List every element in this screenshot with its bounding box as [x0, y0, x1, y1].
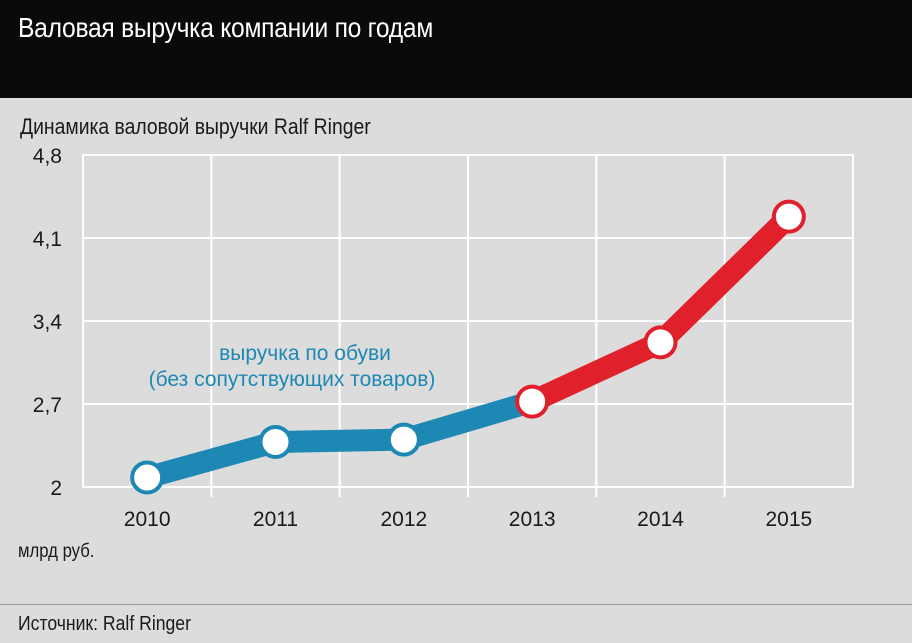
series-line-segment	[521, 331, 672, 413]
data-point	[130, 460, 165, 495]
series-line-segment	[136, 430, 287, 489]
data-point	[643, 325, 678, 360]
annotation-line-2: (без сопутствующих товаров)	[149, 368, 436, 391]
x-tick-label: 2013	[509, 508, 556, 531]
series-line-segment	[392, 390, 544, 451]
annotation-line-1: выручка по обуви	[219, 342, 391, 365]
source-note: Источник: Ralf Ringer	[18, 613, 191, 635]
x-tick-label: 2014	[637, 508, 684, 531]
chart-title: Динамика валовой выручки Ralf Ringer	[20, 114, 371, 139]
y-tick-label: 4,1	[33, 228, 62, 251]
header-bar: Валовая выручка компании по годам	[0, 0, 912, 98]
y-tick-label: 4,8	[33, 145, 62, 168]
x-tick-label: 2010	[124, 508, 171, 531]
y-tick-label: 2	[50, 477, 62, 500]
y-axis-unit: млрд руб.	[18, 541, 95, 562]
x-tick-label: 2012	[380, 508, 427, 531]
footer-divider	[0, 604, 912, 605]
y-tick-label: 3,4	[33, 311, 63, 334]
series-line-segment	[649, 205, 800, 354]
x-tick-label: 2015	[765, 508, 812, 531]
series-line-segment	[264, 428, 415, 453]
y-tick-label: 2,7	[33, 394, 62, 417]
data-point	[771, 199, 806, 234]
page-title: Валовая выручка компании по годам	[18, 12, 434, 43]
data-point	[515, 384, 550, 419]
data-point	[386, 422, 421, 457]
data-point	[258, 424, 293, 459]
x-tick-label: 2011	[253, 508, 298, 531]
